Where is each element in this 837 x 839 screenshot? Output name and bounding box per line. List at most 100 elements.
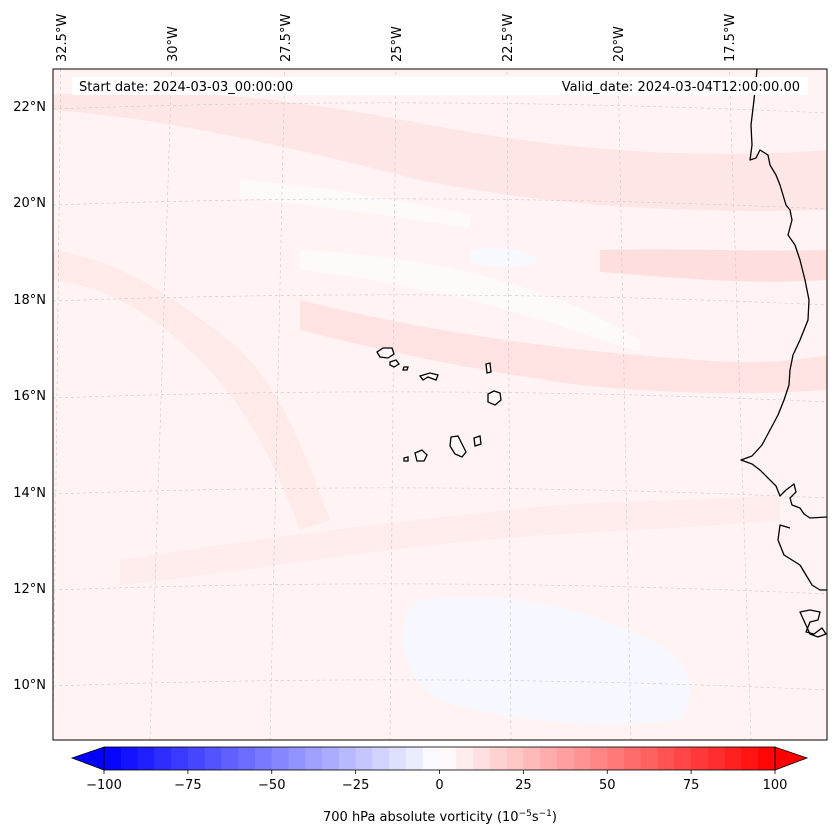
colorbar-segment	[556, 747, 575, 770]
colorbar-segment	[389, 747, 407, 770]
meridian-line	[728, 69, 752, 740]
lon-label: 22.5°W	[501, 14, 516, 62]
colorbar-segment	[171, 747, 189, 770]
cabo-verde-islands	[376, 347, 502, 462]
lat-label: 16°N	[13, 389, 46, 404]
start-date-label: Start date: 2024-03-03_00:00:00	[79, 80, 293, 95]
parallel-line	[53, 198, 827, 210]
colorbar-segment	[741, 747, 759, 770]
parallel-line	[53, 294, 827, 306]
colorbar-segment	[439, 747, 457, 770]
longitude-labels: 32.5°W 30°W 27.5°W 25°W 22.5°W 20°W 17.5…	[55, 14, 738, 62]
colorbar-segment	[523, 747, 541, 770]
lat-label: 22°N	[13, 100, 46, 115]
colorbar-segment	[120, 747, 139, 770]
vorticity-negative-patch	[402, 596, 690, 724]
guinea-bissau-coast	[777, 524, 827, 591]
colorbar-high-extend-arrow	[774, 746, 809, 771]
parallel-line	[53, 391, 827, 403]
vorticity-band-north	[53, 91, 827, 211]
colorbar-tick-label: −50	[258, 778, 285, 793]
colorbar-segment	[707, 747, 726, 770]
colorbar-tick-label: 50	[599, 778, 616, 793]
island-sal	[485, 362, 492, 374]
island-santa-luzia	[402, 366, 409, 371]
lon-label: 17.5°W	[723, 14, 738, 62]
colorbar-low-extend-arrow	[70, 746, 105, 771]
colorbar-segments	[104, 747, 776, 770]
colorbar-segment	[657, 747, 675, 770]
colorbar-tick-label: 0	[435, 778, 443, 793]
lon-label: 25°W	[390, 26, 405, 62]
parallel-line	[53, 102, 827, 114]
parallel-line	[53, 487, 827, 499]
lat-label: 10°N	[13, 678, 46, 693]
meridian-line	[389, 69, 397, 740]
vorticity-white-streak-2	[240, 180, 470, 228]
lat-label: 20°N	[13, 196, 46, 211]
colorbar-segment	[187, 747, 206, 770]
colorbar-tick-label: −75	[174, 778, 201, 793]
island-brava	[403, 456, 409, 462]
colorbar-segment	[758, 747, 776, 770]
colorbar-segment	[338, 747, 357, 770]
colorbar-segment	[104, 747, 122, 770]
colorbar-segment	[691, 747, 709, 770]
meridian-line	[617, 69, 632, 740]
island-maio	[473, 435, 482, 447]
meridian-line	[269, 69, 286, 740]
island-sao-nicolau	[418, 372, 439, 381]
colorbar-tick-label: 75	[683, 778, 700, 793]
colorbar-segment	[238, 747, 256, 770]
colorbar-segment	[405, 747, 424, 770]
colorbar-segment	[456, 747, 474, 770]
colorbar-title: 700 hPa absolute vorticity (10−5s−1)	[323, 809, 557, 825]
lon-label: 20°W	[612, 26, 627, 62]
map-panel	[53, 69, 827, 740]
colorbar-segment	[221, 747, 239, 770]
vorticity-band-east	[600, 249, 827, 282]
colorbar-segment	[154, 747, 172, 770]
colorbar-segment	[640, 747, 659, 770]
meridian-line	[506, 69, 512, 740]
vorticity-band-west	[53, 250, 330, 530]
colorbar-segment	[540, 747, 558, 770]
colorbar-segment	[489, 747, 508, 770]
colorbar-tick-label: −100	[86, 778, 122, 793]
meridian-line	[149, 69, 173, 740]
date-banner	[72, 77, 808, 95]
colorbar-segment	[288, 747, 306, 770]
colorbar-tick-label: 100	[763, 778, 788, 793]
colorbar-segment	[624, 747, 642, 770]
vorticity-negative-patch-2	[470, 248, 540, 268]
colorbar: −100 −75 −50 −25 0 25 50 75 100 700 hPa absolute…	[70, 746, 809, 825]
lat-label: 12°N	[13, 582, 46, 597]
colorbar-segment	[473, 747, 491, 770]
meridian-line	[53, 69, 62, 740]
vorticity-band-south	[120, 495, 780, 585]
west-africa-coastline	[740, 69, 827, 519]
graticule	[53, 69, 827, 740]
colorbar-segment	[590, 747, 608, 770]
colorbar-segment	[422, 747, 441, 770]
colorbar-segment	[305, 747, 323, 770]
island-santo-antao	[376, 347, 395, 359]
island-santiago	[449, 435, 467, 458]
lon-label: 30°W	[166, 26, 181, 62]
colorbar-segment	[137, 747, 155, 770]
colorbar-segment	[254, 747, 273, 770]
colorbar-segment	[607, 747, 625, 770]
colorbar-segment	[271, 747, 290, 770]
colorbar-tick-label: −25	[342, 778, 369, 793]
lat-label: 14°N	[13, 486, 46, 501]
colorbar-segment	[204, 747, 223, 770]
valid-date-label: Valid_date: 2024-03-04T12:00:00.00	[562, 80, 800, 95]
island-sao-vicente	[389, 359, 400, 368]
colorbar-segment	[372, 747, 390, 770]
vorticity-band-mid	[300, 300, 827, 394]
vorticity-white-streak	[300, 250, 640, 352]
parallel-line	[53, 679, 827, 691]
colorbar-segment	[322, 747, 340, 770]
island-boa-vista	[487, 390, 502, 406]
